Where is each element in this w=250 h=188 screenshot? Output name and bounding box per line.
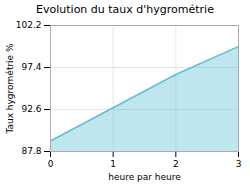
svg-text:102.2: 102.2 bbox=[16, 20, 42, 30]
svg-text:87.8: 87.8 bbox=[21, 146, 41, 156]
svg-text:0: 0 bbox=[48, 159, 54, 169]
svg-text:1: 1 bbox=[110, 159, 116, 169]
svg-text:heure par heure: heure par heure bbox=[108, 172, 181, 182]
svg-text:3: 3 bbox=[236, 159, 242, 169]
svg-text:97.4: 97.4 bbox=[21, 62, 41, 72]
svg-text:92.6: 92.6 bbox=[21, 104, 41, 114]
html-text:Evolution du taux d'hygrométri: Evolution du taux d'hygrométrie bbox=[36, 3, 214, 16]
svg-text:2: 2 bbox=[173, 159, 179, 169]
svg-text:Taux hygrométrie %: Taux hygrométrie % bbox=[5, 43, 15, 135]
